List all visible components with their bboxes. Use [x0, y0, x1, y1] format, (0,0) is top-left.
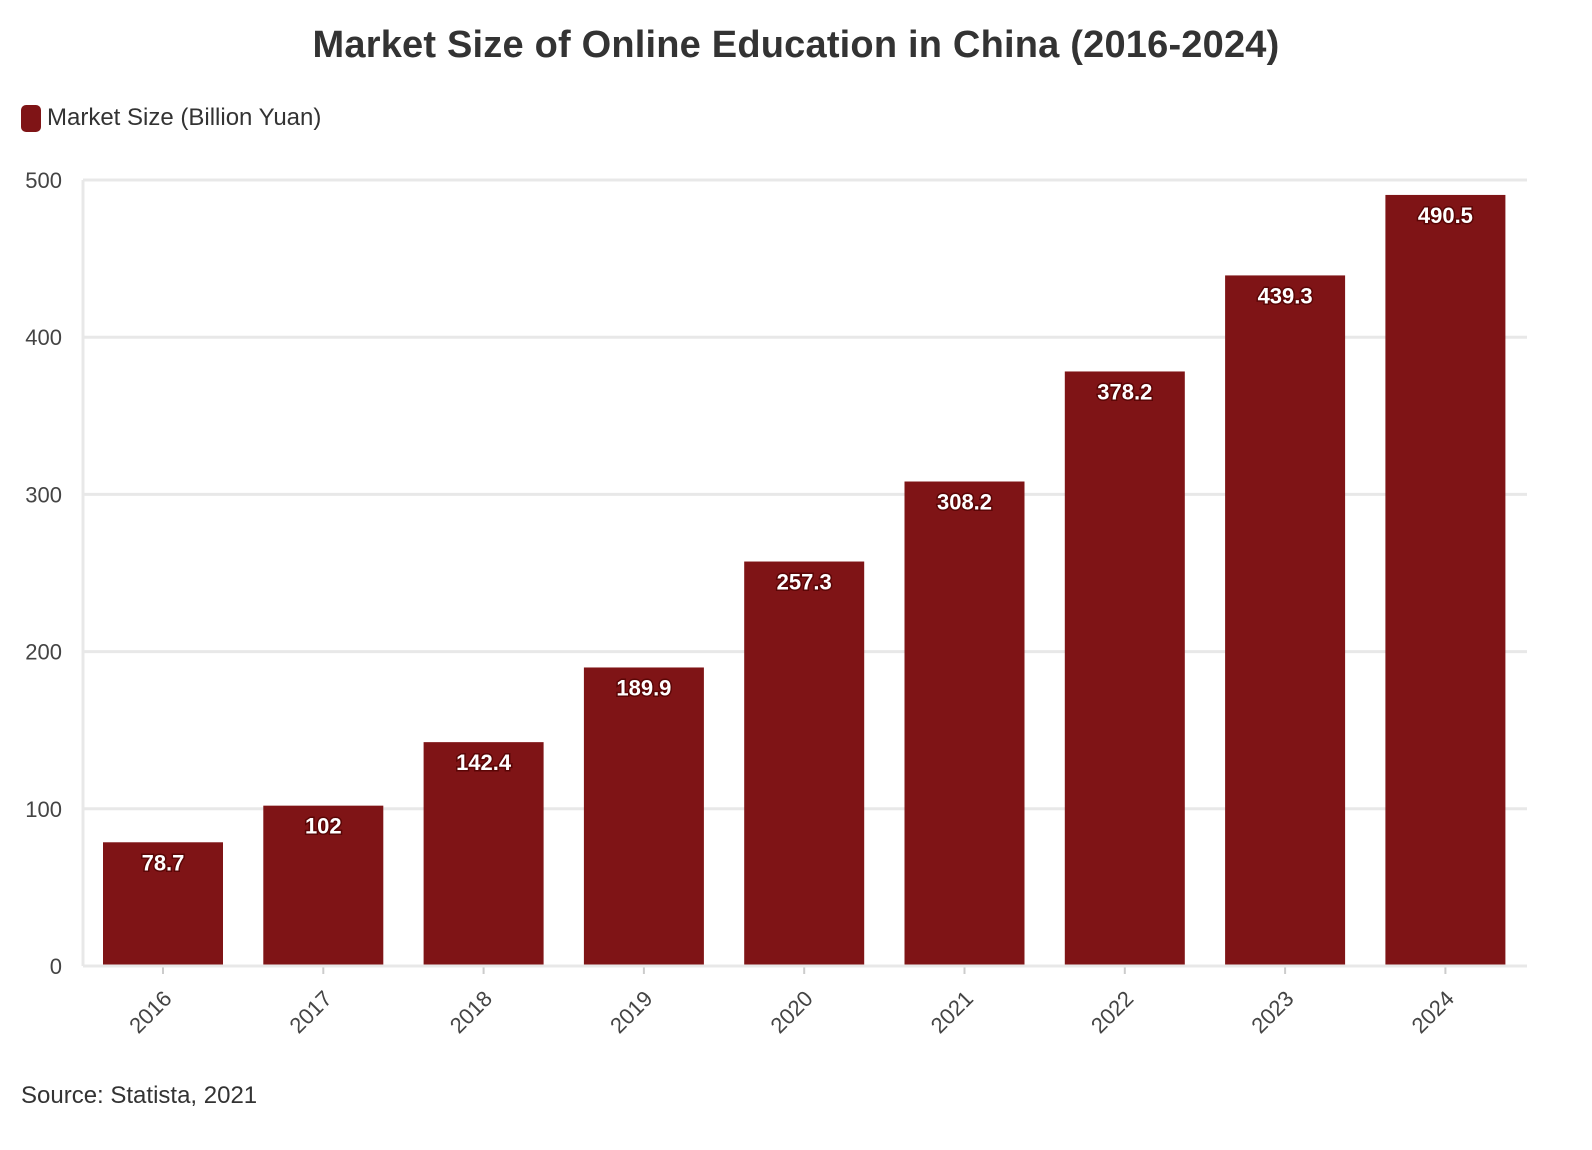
- bar-2018[interactable]: [423, 742, 544, 966]
- x-axis-ticks: 2016 2017 2018 2019 2020 2021 2022 2023 2024: [124, 966, 1459, 1038]
- y-axis-ticks: 0 100 200 300 400 500: [25, 168, 62, 979]
- bars: [103, 194, 1506, 966]
- data-label-2018: 142.4: [456, 750, 512, 775]
- bar-2020[interactable]: [744, 561, 865, 966]
- x-tick-label: 2019: [605, 986, 657, 1038]
- bar-2023[interactable]: [1225, 275, 1346, 966]
- x-tick-label: 2018: [445, 986, 497, 1038]
- legend-swatch: [21, 104, 41, 132]
- bar-2016[interactable]: [103, 842, 223, 966]
- data-label-2020: 257.3: [777, 570, 832, 595]
- x-tick-label: 2021: [926, 986, 978, 1038]
- y-tick-label: 400: [25, 325, 62, 350]
- y-tick-label: 0: [50, 954, 62, 979]
- bar-2024[interactable]: [1385, 194, 1506, 966]
- x-tick-label: 2023: [1246, 986, 1298, 1038]
- data-labels: 78.7 102 142.4 189.9 257.3 308.2 378.2 439.3 490…: [140, 201, 1474, 876]
- data-label-2023: 439.3: [1258, 283, 1313, 308]
- x-tick-label: 2017: [285, 986, 337, 1038]
- x-tick-label: 2022: [1086, 986, 1138, 1038]
- data-label-2021: 308.2: [937, 490, 992, 515]
- x-tick-label: 2016: [124, 986, 176, 1038]
- data-label-2019: 189.9: [616, 675, 671, 700]
- bar-2017[interactable]: [263, 805, 384, 966]
- bar-2022[interactable]: [1064, 371, 1185, 966]
- y-tick-label: 300: [25, 482, 62, 507]
- legend[interactable]: Market Size (Billion Yuan): [21, 104, 321, 132]
- y-tick-label: 200: [25, 640, 62, 665]
- chart-title: Market Size of Online Education in China…: [312, 24, 1280, 66]
- x-tick-label: 2024: [1407, 986, 1459, 1038]
- bar-2019[interactable]: [583, 667, 704, 966]
- y-tick-label: 100: [25, 797, 62, 822]
- x-tick-label: 2020: [765, 986, 817, 1038]
- y-tick-label: 500: [25, 168, 62, 193]
- data-label-2017: 102: [305, 814, 342, 839]
- data-label-2024: 490.5: [1418, 203, 1473, 228]
- legend-label: Market Size (Billion Yuan): [47, 104, 322, 131]
- data-label-2016: 78.7: [142, 850, 185, 875]
- bar-2021[interactable]: [904, 481, 1025, 966]
- data-label-2022: 378.2: [1097, 379, 1152, 404]
- source-note: Source: Statista, 2021: [21, 1082, 258, 1109]
